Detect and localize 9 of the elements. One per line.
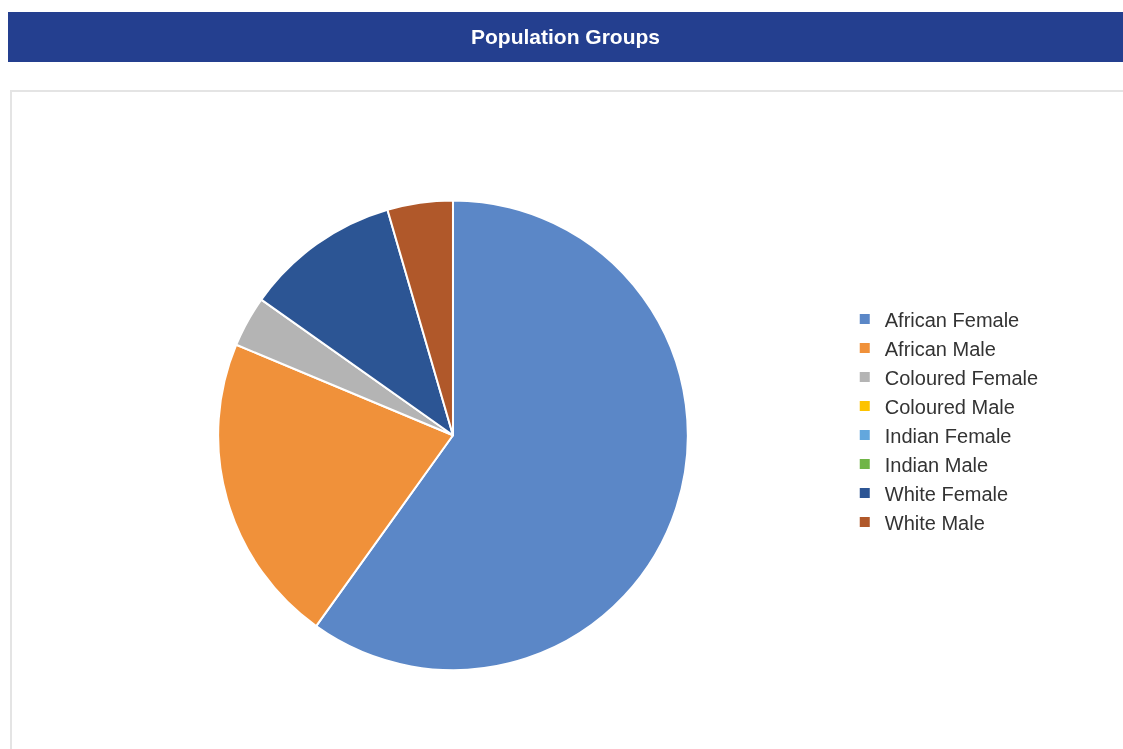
legend-label: African Female (884, 308, 1020, 331)
legend-label: Coloured Male (884, 395, 1015, 418)
chart-title: Population Groups (8, 12, 1123, 62)
legend-label: African Male (884, 337, 996, 360)
legend-label: White Male (884, 511, 985, 534)
legend-label: White Female (884, 482, 1009, 505)
legend-label: Indian Female (884, 424, 1012, 447)
legend-label: Coloured Female (884, 366, 1039, 389)
legend-label: Indian Male (884, 453, 989, 476)
